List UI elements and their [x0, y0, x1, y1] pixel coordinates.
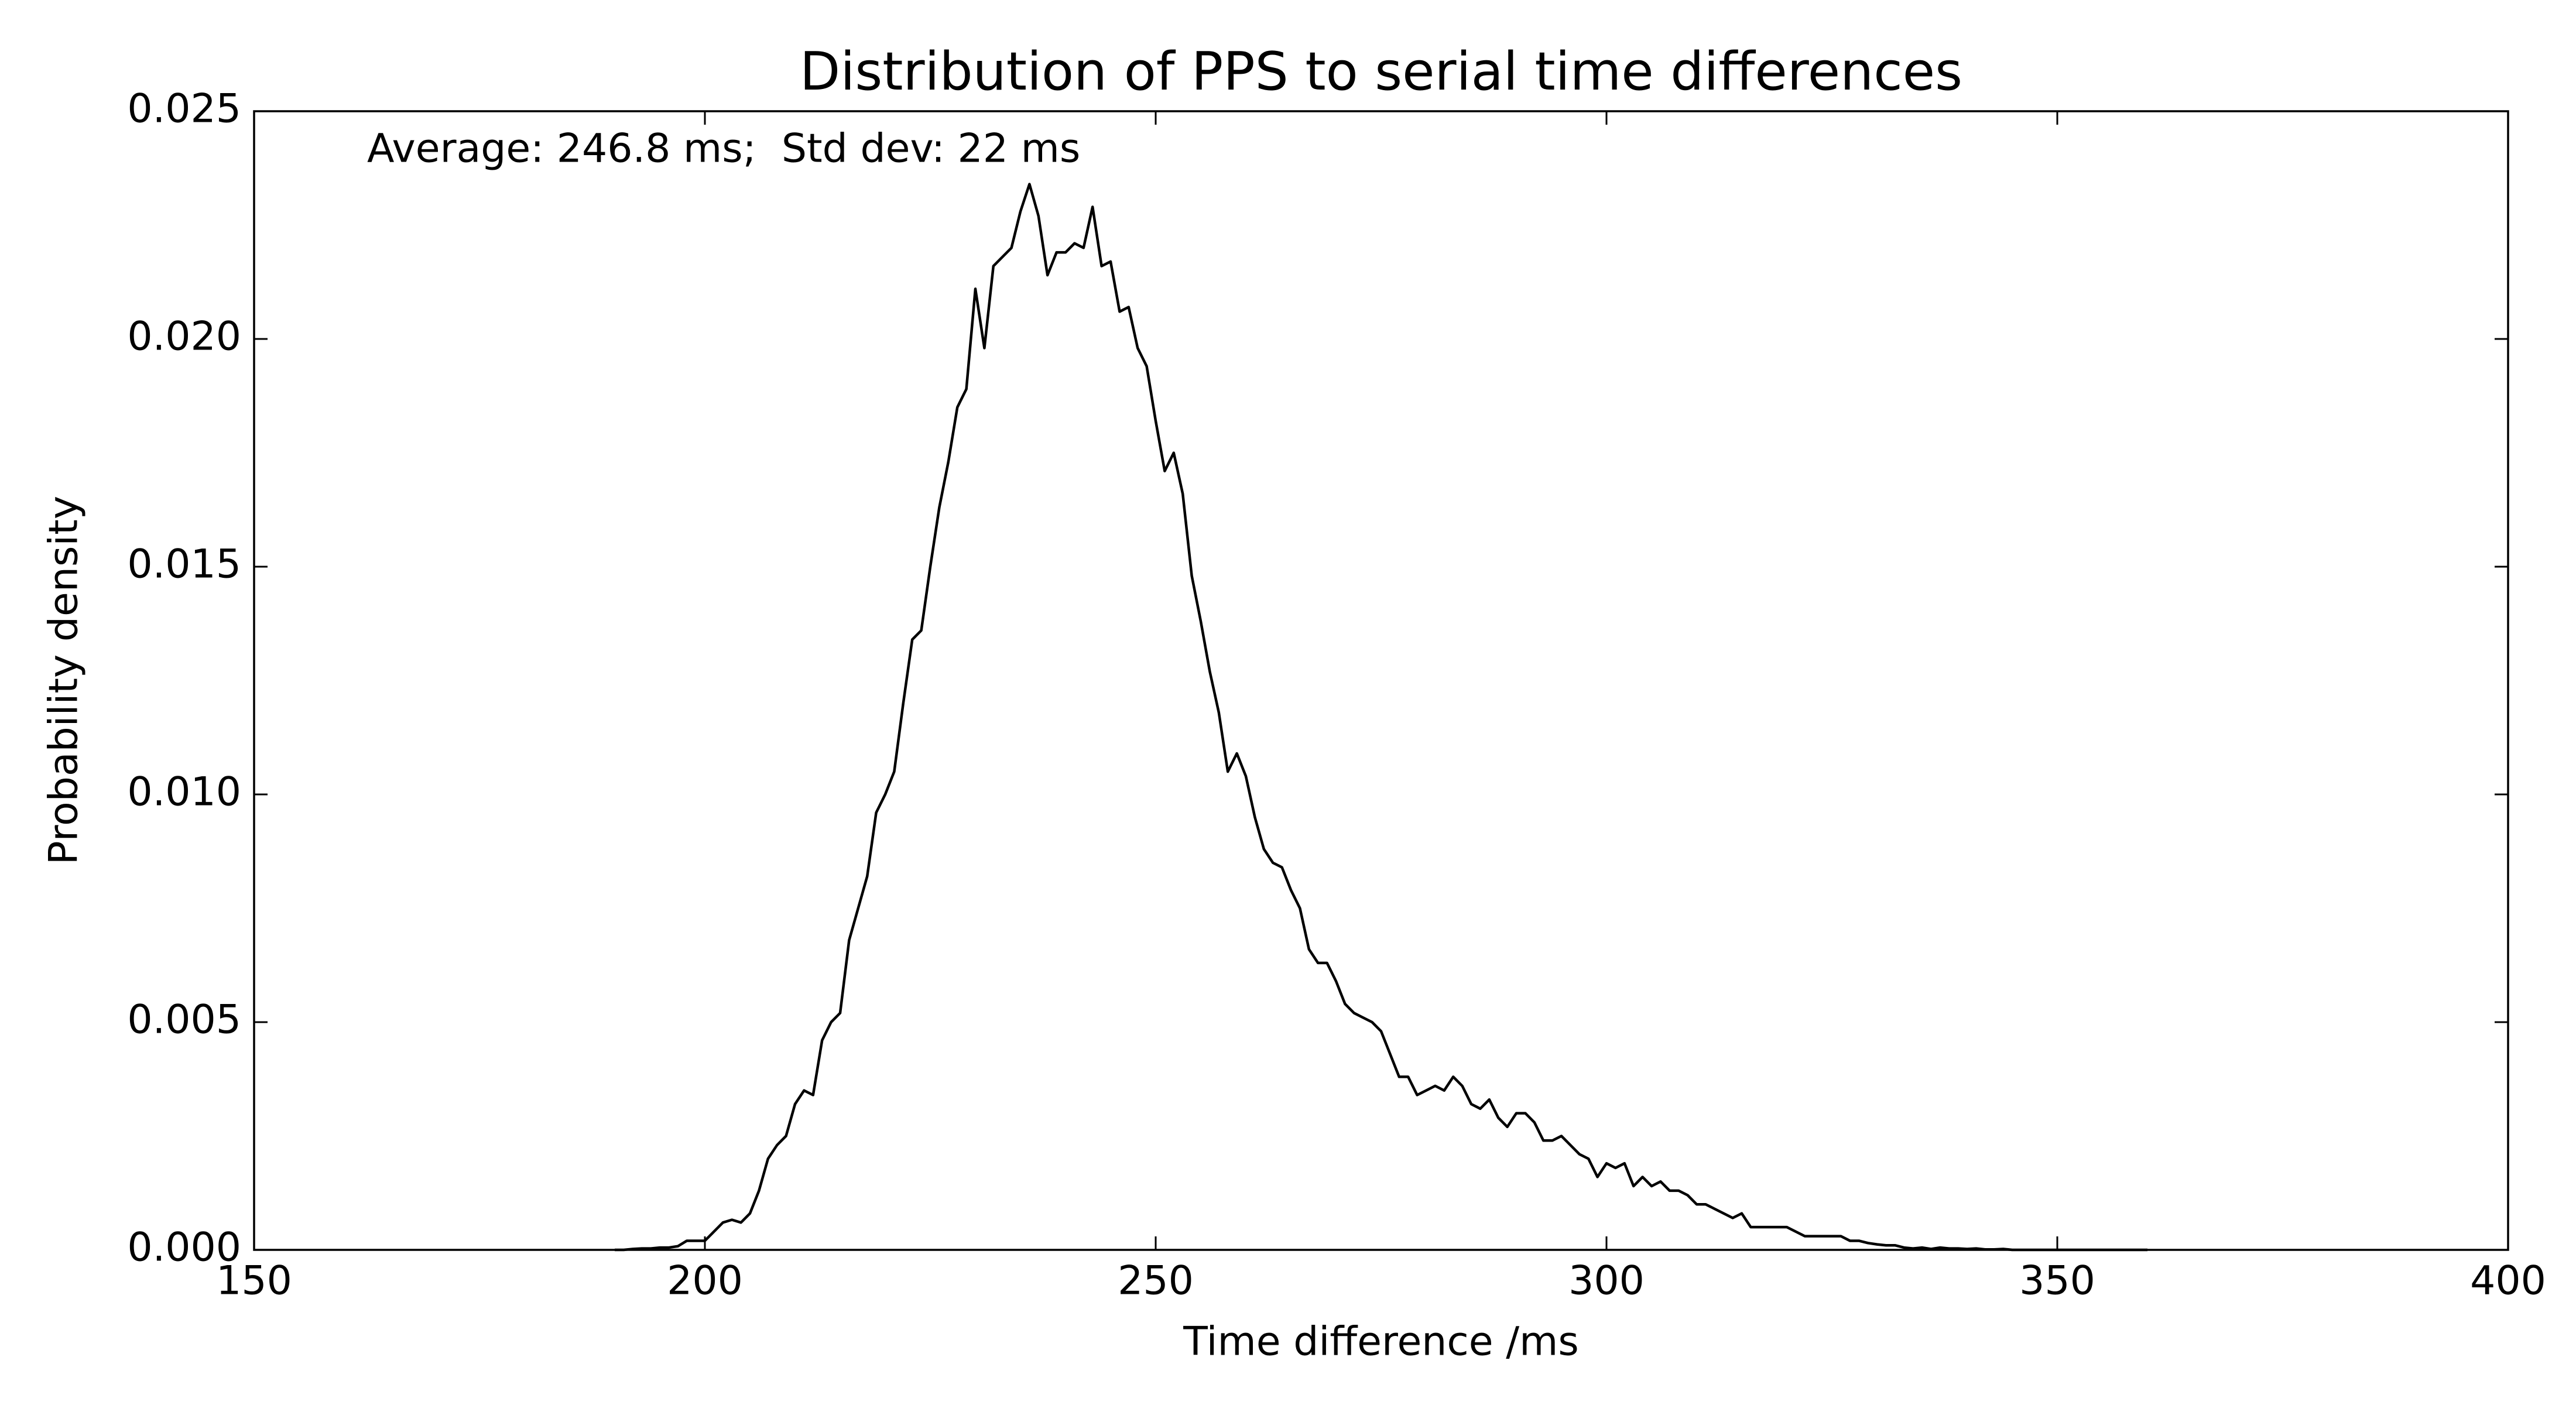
x-tick-label: 250: [1118, 1258, 1194, 1304]
x-tick-label: 300: [1568, 1258, 1645, 1304]
x-tick-label: 350: [2019, 1258, 2095, 1304]
y-tick-label: 0.025: [127, 86, 241, 132]
x-axis-label: Time difference /ms: [1183, 1319, 1579, 1365]
y-tick-label: 0.000: [127, 1225, 241, 1271]
x-tick-label: 400: [2470, 1258, 2546, 1304]
y-tick-label: 0.020: [127, 314, 241, 360]
y-tick-label: 0.010: [127, 769, 241, 815]
x-tick-label: 150: [216, 1258, 292, 1304]
y-tick-label: 0.015: [127, 542, 241, 588]
y-tick-label: 0.005: [127, 997, 241, 1043]
data-line: [615, 183, 2147, 1252]
plot-frame: [253, 110, 2509, 1251]
annotation: Average: 246.8 ms; Std dev: 22 ms: [367, 126, 1080, 172]
x-tick-label: 200: [667, 1258, 743, 1304]
y-axis-label: Probability density: [41, 496, 87, 865]
chart-title: Distribution of PPS to serial time diffe…: [800, 41, 1962, 102]
